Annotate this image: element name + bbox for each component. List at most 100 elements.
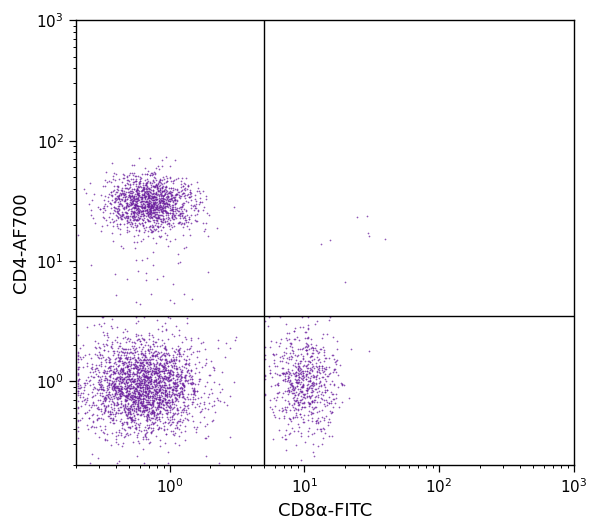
Point: [122, 201, 131, 209]
Point: [136, 399, 146, 408]
Point: [175, 372, 184, 381]
Point: [161, 388, 170, 396]
Point: [179, 385, 188, 394]
Point: [142, 391, 151, 400]
Point: [124, 381, 134, 389]
Point: [151, 367, 161, 376]
Point: [364, 347, 374, 355]
Point: [195, 399, 205, 408]
Point: [122, 362, 131, 371]
Point: [265, 313, 274, 321]
Point: [161, 187, 171, 196]
Point: [155, 359, 164, 368]
Point: [170, 205, 179, 213]
Point: [120, 347, 130, 356]
Point: [104, 372, 114, 380]
Point: [151, 216, 161, 225]
Point: [121, 203, 131, 212]
Point: [296, 387, 305, 396]
Point: [272, 389, 281, 397]
Point: [102, 376, 112, 384]
Point: [331, 390, 341, 398]
Point: [133, 188, 142, 197]
Point: [111, 431, 121, 440]
Point: [140, 395, 150, 403]
Point: [75, 391, 85, 400]
Point: [131, 174, 141, 183]
Point: [146, 205, 155, 213]
Point: [113, 406, 123, 414]
Point: [171, 362, 181, 370]
Point: [133, 230, 143, 239]
Point: [279, 347, 289, 356]
Point: [187, 350, 196, 359]
Point: [124, 200, 134, 208]
Point: [143, 415, 152, 424]
Point: [290, 383, 300, 392]
Point: [117, 419, 127, 427]
Point: [166, 196, 175, 205]
Point: [108, 236, 118, 245]
Point: [176, 218, 185, 226]
Point: [168, 384, 178, 393]
Point: [187, 375, 196, 384]
Point: [270, 381, 280, 389]
Point: [118, 189, 127, 197]
Point: [117, 187, 127, 195]
Point: [170, 384, 179, 392]
Point: [177, 384, 187, 392]
Point: [103, 369, 112, 377]
Point: [138, 365, 148, 374]
Point: [173, 404, 182, 413]
Point: [121, 376, 131, 384]
Point: [130, 414, 140, 422]
Point: [143, 254, 152, 263]
Point: [167, 390, 177, 398]
Point: [163, 406, 172, 414]
Point: [92, 385, 102, 393]
Point: [104, 358, 113, 366]
Point: [136, 203, 146, 212]
Point: [151, 226, 160, 234]
Point: [125, 407, 134, 415]
Point: [137, 170, 146, 179]
Point: [115, 206, 124, 214]
Point: [100, 395, 110, 404]
Point: [330, 358, 340, 367]
Point: [307, 384, 316, 392]
Point: [127, 194, 136, 203]
Point: [312, 346, 322, 355]
Point: [164, 357, 174, 365]
Point: [135, 383, 145, 391]
Point: [144, 199, 154, 207]
Point: [163, 384, 173, 393]
Point: [139, 197, 148, 205]
Point: [137, 339, 146, 348]
Point: [188, 201, 197, 210]
Point: [171, 364, 181, 373]
Point: [292, 412, 302, 421]
Point: [136, 410, 146, 419]
Point: [158, 183, 167, 192]
Point: [142, 195, 152, 204]
Point: [185, 378, 194, 387]
Point: [152, 413, 161, 421]
Point: [112, 394, 122, 402]
Point: [168, 427, 178, 435]
Point: [155, 377, 164, 385]
Point: [124, 375, 134, 383]
Point: [192, 186, 202, 195]
Point: [143, 198, 152, 206]
Point: [284, 399, 294, 408]
Point: [112, 401, 122, 409]
Point: [143, 367, 153, 376]
Point: [118, 365, 127, 374]
Point: [152, 184, 162, 193]
Point: [134, 365, 144, 373]
Point: [307, 365, 316, 373]
Point: [163, 209, 173, 218]
Point: [137, 197, 146, 205]
Point: [87, 393, 97, 401]
Point: [140, 164, 150, 172]
Point: [281, 368, 291, 377]
